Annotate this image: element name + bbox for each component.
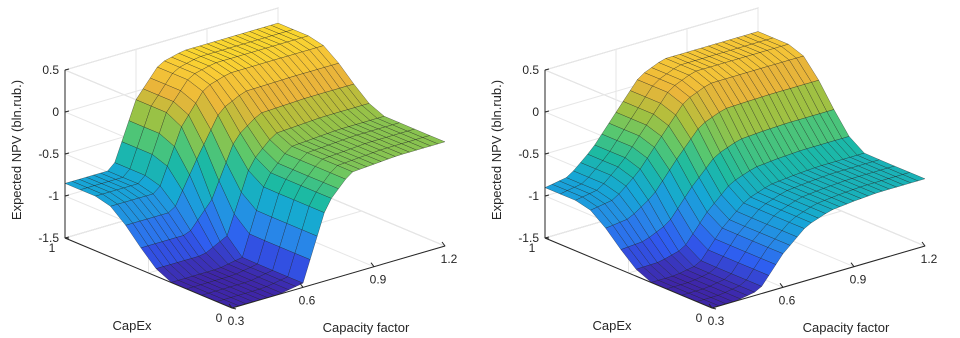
- x-axis-line: [231, 245, 446, 309]
- y-tick-mark: [64, 237, 70, 240]
- y-tick-mark: [544, 237, 550, 240]
- z-tick-label: 0.5: [522, 63, 539, 77]
- y-axis-line: [544, 237, 713, 309]
- z-tick-label: 0: [52, 105, 59, 119]
- y-tick-label: 0: [216, 311, 223, 325]
- z-tick-mark: [544, 152, 550, 155]
- z-tick-label: -1.5: [38, 231, 59, 245]
- z-tick-label: 0.5: [42, 63, 59, 77]
- x-tick-mark: [779, 283, 784, 288]
- z-tick-label: -1: [528, 189, 539, 203]
- z-tick-mark: [544, 110, 550, 113]
- x-tick-mark: [299, 283, 304, 288]
- surface-plot-left: 0.5 0 -0.5 -1 -1.5 0.3 0.6 0.9 1.2 0 1 Capacity fac…: [9, 7, 458, 335]
- z-tick-mark: [544, 194, 550, 197]
- y-axis-line: [64, 237, 233, 309]
- x-tick-label: 0.3: [228, 314, 245, 328]
- x-tick-mark: [850, 262, 855, 267]
- x-tick-mark: [921, 241, 926, 247]
- x-tick-label: 1.2: [441, 252, 458, 266]
- z-axis-label: Expected NPV (bln.rub.): [9, 80, 24, 220]
- z-tick-label: 0: [532, 105, 539, 119]
- axes-panel-1: 0.5 0 -0.5 -1 -1.5 0.3 0.6 0.9 1.2 0 1 Capacity fac…: [489, 7, 938, 335]
- x-tick-mark: [228, 303, 233, 309]
- x-tick-mark: [370, 262, 375, 267]
- x-tick-label: 0.9: [370, 273, 387, 287]
- x-tick-label: 0.9: [850, 273, 867, 287]
- z-tick-label: -1.5: [518, 231, 539, 245]
- z-tick-label: -1: [48, 189, 59, 203]
- x-tick-mark: [708, 303, 713, 309]
- y-tick-label: 1: [49, 241, 56, 255]
- x-axis-label: Capacity factor: [803, 320, 890, 335]
- y-tick-label: 0: [696, 311, 703, 325]
- y-tick-mark: [231, 307, 237, 310]
- x-tick-label: 0.6: [779, 293, 796, 307]
- z-axis-label: Expected NPV (bln.rub.): [489, 80, 504, 220]
- axes-panel-0: 0.5 0 -0.5 -1 -1.5 0.3 0.6 0.9 1.2 0 1 Capacity fac…: [9, 7, 458, 335]
- z-tick-mark: [64, 194, 70, 197]
- x-tick-label: 0.6: [299, 293, 316, 307]
- z-tick-mark: [64, 152, 70, 155]
- z-tick-mark: [544, 68, 550, 71]
- z-tick-label: -0.5: [518, 147, 539, 161]
- z-tick-mark: [64, 110, 70, 113]
- z-tick-label: -0.5: [38, 147, 59, 161]
- x-axis-label: Capacity factor: [323, 320, 410, 335]
- x-tick-mark: [441, 241, 446, 247]
- y-axis-label: CapEx: [592, 318, 632, 333]
- surface-mesh: [64, 22, 446, 309]
- y-tick-label: 1: [529, 241, 536, 255]
- x-tick-label: 0.3: [708, 314, 725, 328]
- z-tick-mark: [64, 68, 70, 71]
- y-tick-mark: [711, 307, 717, 310]
- x-tick-label: 1.2: [921, 252, 938, 266]
- y-axis-label: CapEx: [112, 318, 152, 333]
- x-axis-line: [711, 245, 926, 309]
- surface-plot-right: 0.5 0 -0.5 -1 -1.5 0.3 0.6 0.9 1.2 0 1 Capacity fac…: [489, 7, 938, 335]
- surface-mesh: [544, 31, 926, 309]
